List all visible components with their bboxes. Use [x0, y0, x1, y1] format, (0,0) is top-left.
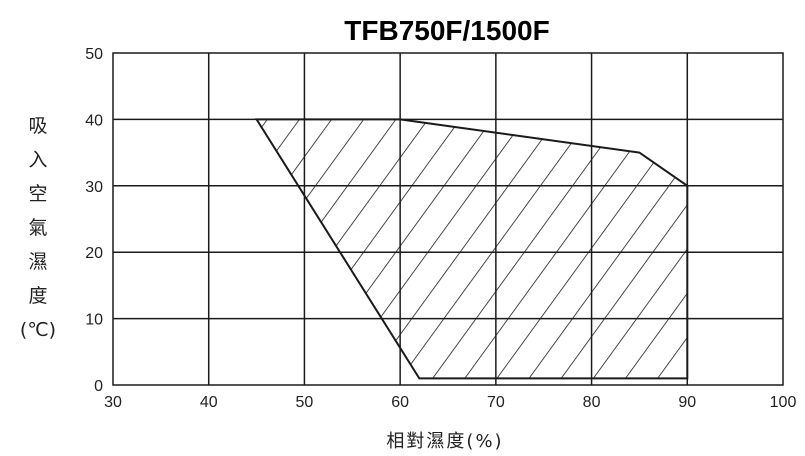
x-axis-label: 相對濕度(%): [386, 431, 503, 452]
y-axis-label-char: 氣: [28, 217, 47, 239]
y-tick-labels: 0 10 20 30 40 50: [85, 46, 103, 395]
y-axis-label-char: 吸: [28, 115, 47, 137]
y-axis-label-char: 空: [28, 183, 47, 205]
y-axis-label-char: 入: [28, 149, 47, 171]
x-tick-90: 90: [678, 394, 696, 411]
y-tick-10: 10: [85, 312, 103, 329]
x-tick-80: 80: [583, 394, 601, 411]
operating-region: [254, 118, 689, 380]
x-tick-70: 70: [487, 394, 505, 411]
y-axis-label-char: (℃): [20, 319, 56, 341]
y-axis-label-char: 度: [28, 285, 47, 307]
y-tick-40: 40: [85, 112, 103, 129]
y-tick-30: 30: [85, 179, 103, 196]
y-tick-20: 20: [85, 245, 103, 262]
y-tick-0: 0: [94, 378, 103, 395]
x-tick-30: 30: [104, 394, 122, 411]
y-axis-label-char: 濕: [28, 251, 47, 273]
x-tick-50: 50: [296, 394, 314, 411]
x-tick-60: 60: [391, 394, 409, 411]
x-tick-100: 100: [770, 394, 797, 411]
x-tick-40: 40: [200, 394, 218, 411]
x-tick-labels: 30 40 50 60 70 80 90 100: [104, 394, 796, 411]
plot-frame: [112, 52, 784, 386]
y-tick-50: 50: [85, 46, 103, 63]
chart-title: TFB750F/1500F: [344, 15, 549, 46]
